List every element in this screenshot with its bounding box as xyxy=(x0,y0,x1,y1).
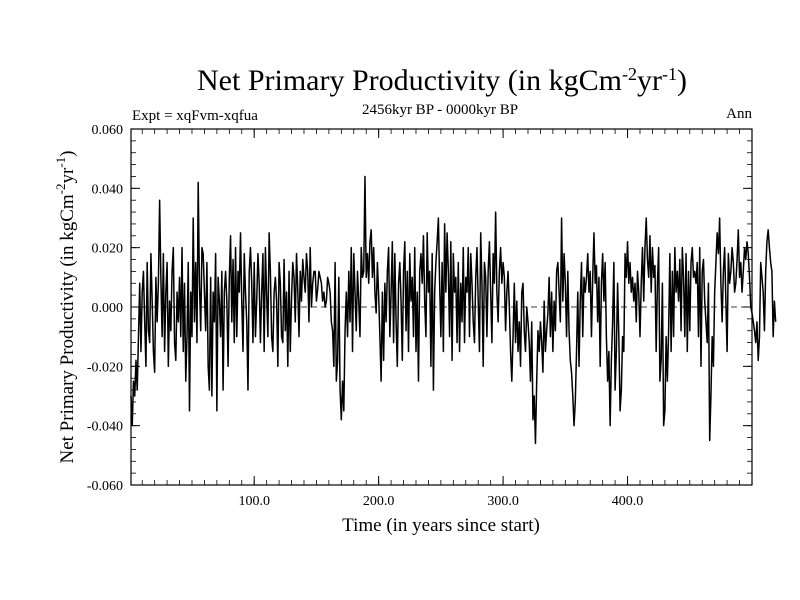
expt-label: Expt = xqFvm-xqfua xyxy=(132,108,258,124)
chart-title: Net Primary Productivity (in kgCm-2yr-1) xyxy=(197,64,687,97)
season-label: Ann xyxy=(726,106,752,122)
y-tick-label: 0.040 xyxy=(92,182,124,197)
x-tick-label: 400.0 xyxy=(612,494,644,509)
series-line-npp xyxy=(130,175,777,445)
x-tick-label: 200.0 xyxy=(363,494,395,509)
axis-ticks xyxy=(131,128,752,486)
y-tick-label: 0.060 xyxy=(92,123,124,138)
x-axis-label: Time (in years since start) xyxy=(342,515,540,536)
axis-tick-labels: -0.060 -0.040 -0.020 0.000 0.020 0.040 0.060 10… xyxy=(87,123,643,509)
y-axis-label: Net Primary Productivity (in kgCm-2yr-1) xyxy=(53,151,78,464)
y-tick-label: -0.040 xyxy=(87,420,123,435)
period-label: 2456kyr BP - 0000kyr BP xyxy=(362,102,518,118)
y-tick-label: -0.060 xyxy=(87,479,123,494)
y-tick-label: 0.020 xyxy=(92,242,124,257)
y-tick-label: 0.000 xyxy=(92,301,124,316)
x-tick-label: 300.0 xyxy=(487,494,519,509)
y-tick-label: -0.020 xyxy=(87,360,123,375)
x-tick-label: 100.0 xyxy=(238,494,270,509)
